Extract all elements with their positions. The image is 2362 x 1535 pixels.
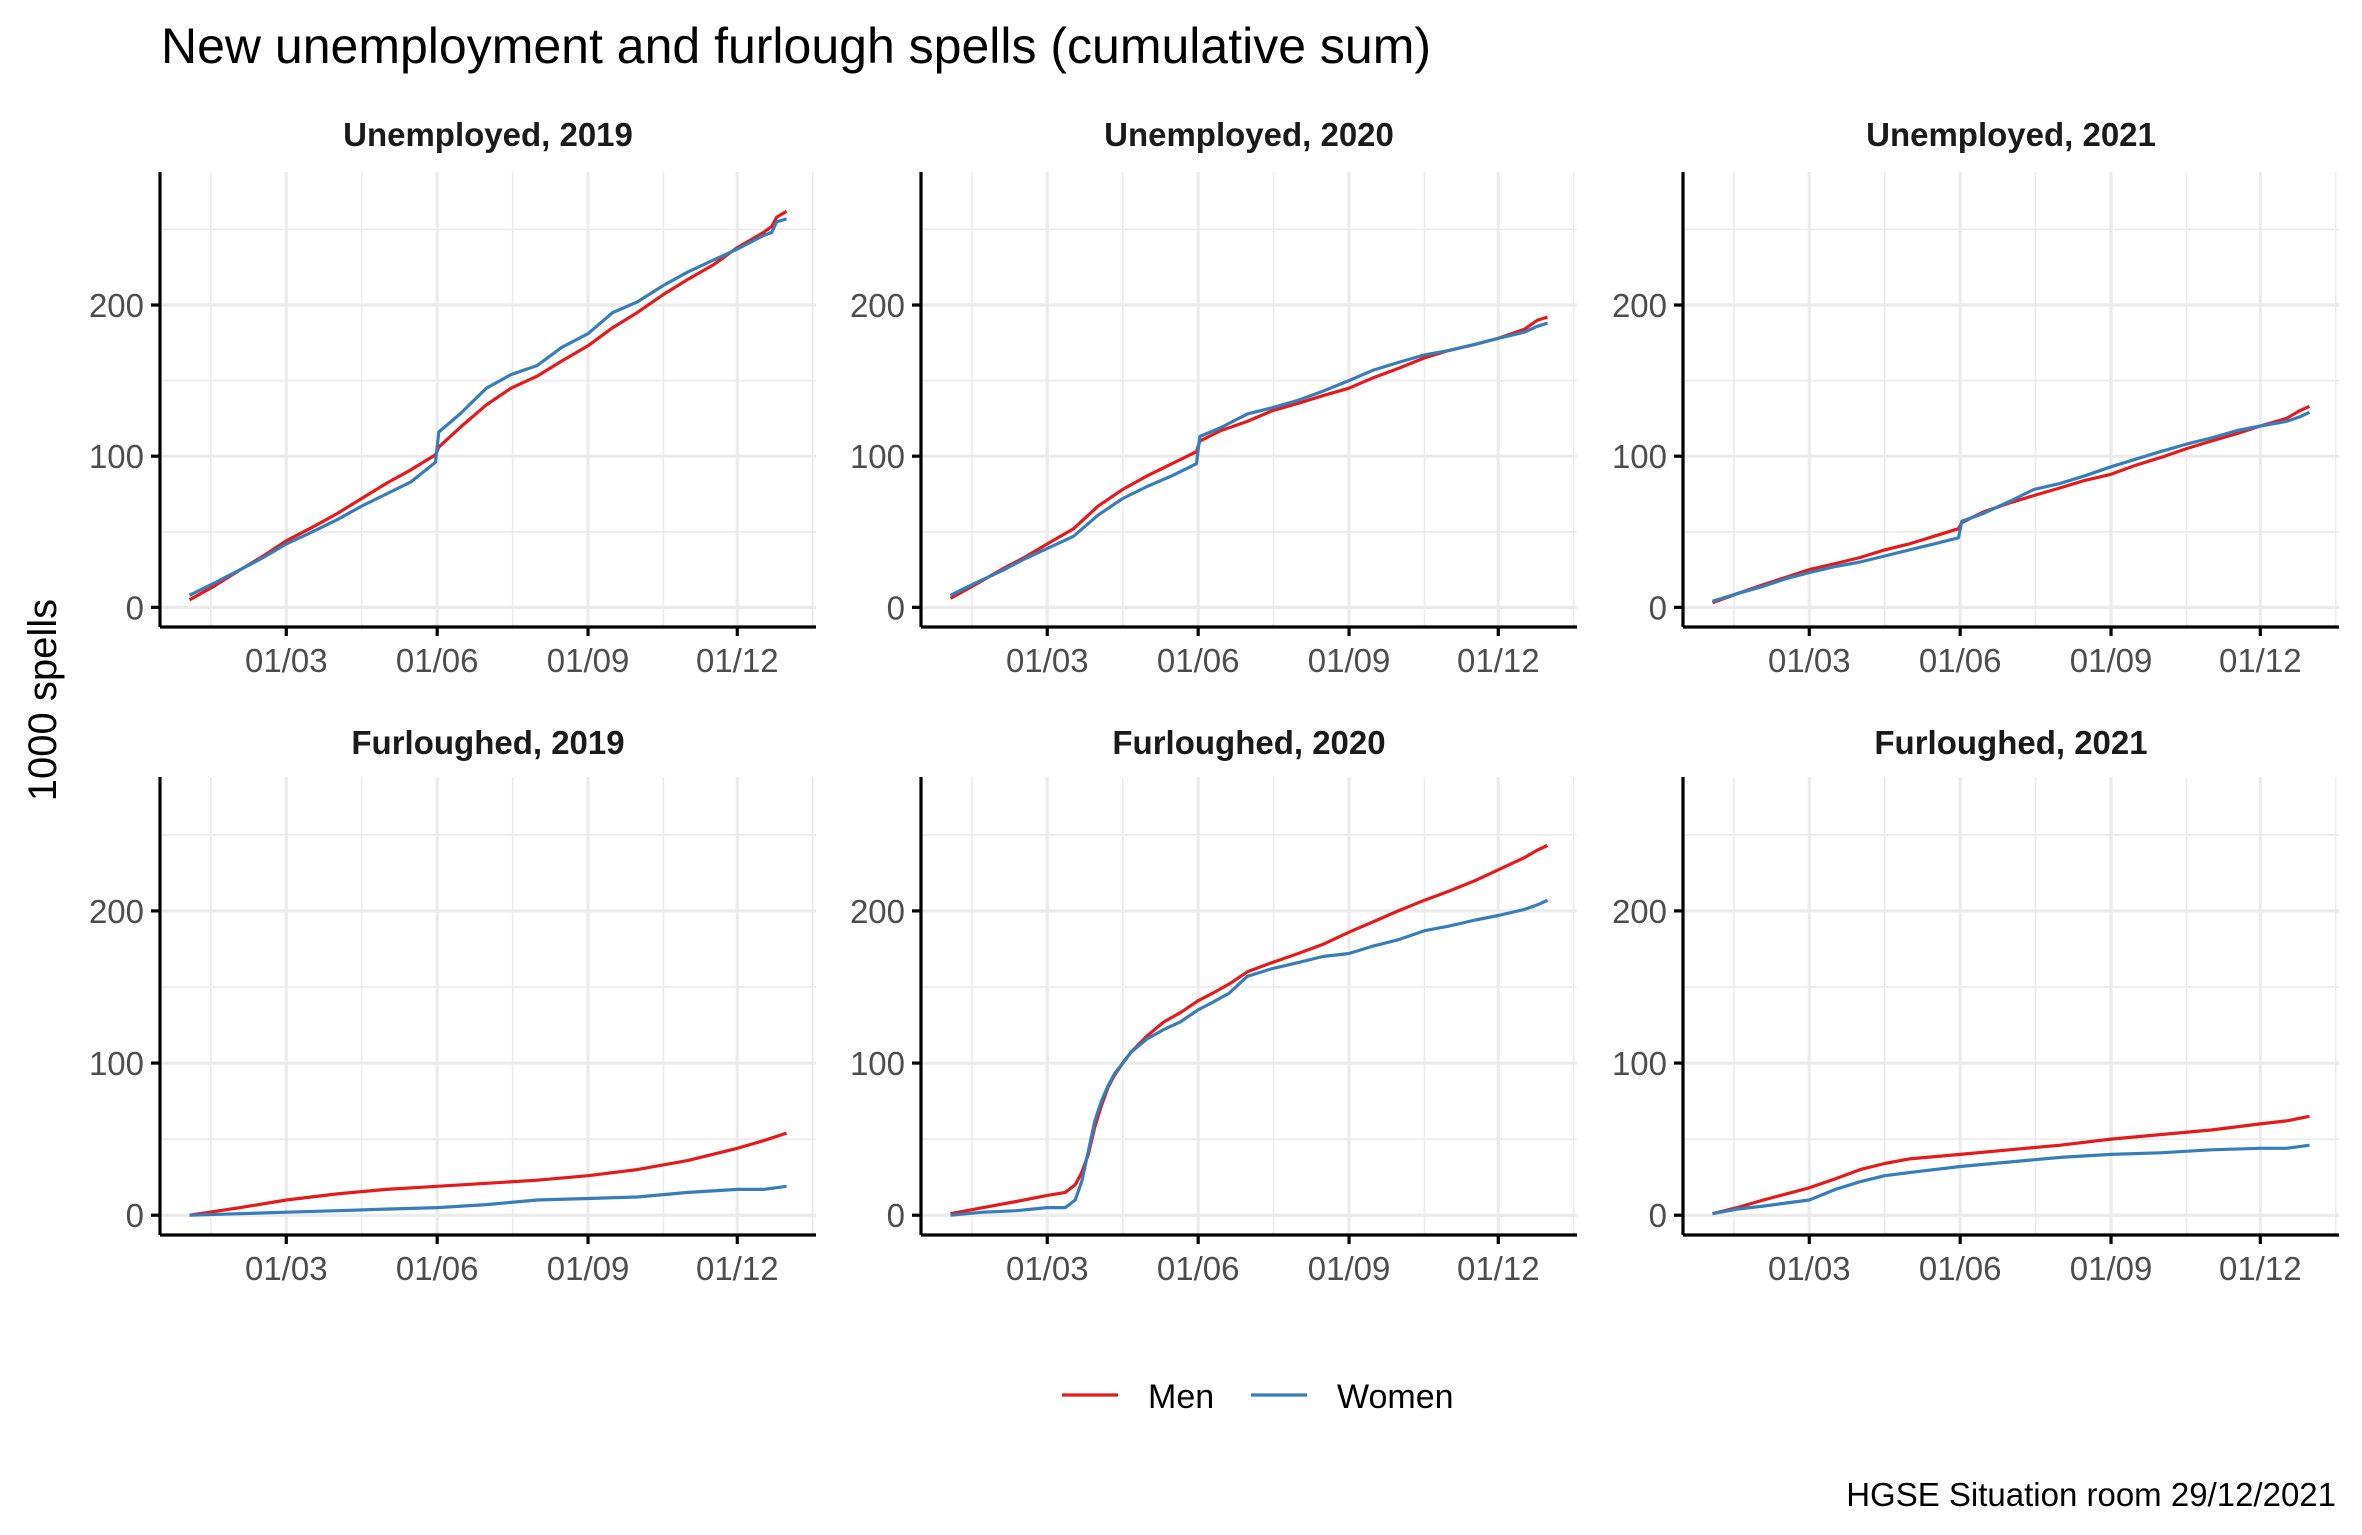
series-line-men — [189, 1131, 788, 1217]
y-tick-label: 0 — [1649, 589, 1667, 626]
y-tick-label: 100 — [850, 438, 905, 475]
x-tick-label: 01/03 — [1768, 642, 1851, 679]
y-axis-title: 1000 spells — [21, 599, 65, 801]
y-tick-label: 200 — [1612, 893, 1667, 930]
x-tick-label: 01/09 — [2070, 1250, 2153, 1287]
y-tick-label: 200 — [1612, 287, 1667, 324]
y-tick-label: 0 — [1649, 1197, 1667, 1234]
panel-unemployed-2021: Unemployed, 2021 0 100 200 01/03 01/06 01/09 01… — [1612, 116, 2339, 679]
series-line-women — [188, 217, 787, 597]
x-tick-label: 01/12 — [1457, 642, 1540, 679]
y-tick-label: 100 — [1612, 1045, 1667, 1082]
x-tick-label: 01/06 — [1919, 1250, 2002, 1287]
y-tick-label: 200 — [89, 893, 144, 930]
caption: HGSE Situation room 29/12/2021 — [1846, 1476, 2336, 1513]
series-line-men — [188, 209, 788, 602]
panel-furloughed-2020: Furloughed, 2020 0 100 200 01/03 01/06 01/09 01… — [850, 724, 1577, 1287]
legend: Men Women — [1062, 1378, 1454, 1416]
y-tick-label: 100 — [850, 1045, 905, 1082]
panel-title: Furloughed, 2020 — [1112, 724, 1385, 761]
panel-title: Unemployed, 2020 — [1104, 116, 1394, 153]
y-tick-label: 0 — [126, 589, 144, 626]
x-tick-label: 01/03 — [245, 1250, 328, 1287]
x-tick-label: 01/03 — [1006, 642, 1089, 679]
series-line-women — [1712, 1143, 2310, 1216]
series-line-women — [1712, 410, 2311, 603]
series-line-women — [189, 1184, 787, 1217]
y-tick-label: 100 — [1612, 438, 1667, 475]
series-line-women — [950, 898, 1549, 1217]
panel-unemployed-2020: Unemployed, 2020 0 100 200 01/03 01/06 01/09 01… — [850, 116, 1577, 679]
legend-label-men: Men — [1148, 1378, 1214, 1416]
y-tick-label: 200 — [850, 287, 905, 324]
panel-furloughed-2019: Furloughed, 2019 0 100 200 01/03 01/06 01/09 01… — [89, 724, 816, 1287]
x-tick-label: 01/09 — [547, 642, 630, 679]
panel-furloughed-2021: Furloughed, 2021 0 100 200 01/03 01/06 01/09 01… — [1612, 724, 2339, 1287]
y-tick-label: 100 — [89, 1045, 144, 1082]
panel-title: Furloughed, 2021 — [1874, 724, 2147, 761]
x-tick-label: 01/09 — [1308, 642, 1391, 679]
y-tick-label: 0 — [887, 589, 905, 626]
x-tick-label: 01/06 — [1157, 1250, 1240, 1287]
x-tick-label: 01/09 — [2070, 642, 2153, 679]
series-line-men — [1712, 1114, 2310, 1216]
series-line-men — [950, 844, 1549, 1216]
y-tick-label: 0 — [887, 1197, 905, 1234]
y-tick-label: 100 — [89, 438, 144, 475]
panel-title: Furloughed, 2019 — [351, 724, 624, 761]
series-line-women — [949, 321, 1548, 597]
x-tick-label: 01/12 — [696, 1250, 779, 1287]
panel-title: Unemployed, 2021 — [1866, 116, 2156, 153]
y-tick-label: 200 — [850, 893, 905, 930]
x-tick-label: 01/03 — [1768, 1250, 1851, 1287]
y-tick-label: 200 — [89, 287, 144, 324]
panel-title: Unemployed, 2019 — [343, 116, 633, 153]
x-tick-label: 01/09 — [547, 1250, 630, 1287]
chart-title: New unemployment and furlough spells (cu… — [161, 18, 1431, 74]
x-tick-label: 01/09 — [1308, 1250, 1391, 1287]
x-tick-label: 01/12 — [2219, 1250, 2302, 1287]
x-tick-label: 01/06 — [396, 642, 479, 679]
y-tick-label: 0 — [126, 1197, 144, 1234]
x-tick-label: 01/12 — [696, 642, 779, 679]
x-tick-label: 01/06 — [396, 1250, 479, 1287]
x-tick-label: 01/03 — [1006, 1250, 1089, 1287]
panel-unemployed-2019: Unemployed, 2019 0 100 200 01/03 01/06 01/09 01… — [89, 116, 816, 679]
x-tick-label: 01/06 — [1919, 642, 2002, 679]
x-tick-label: 01/03 — [245, 642, 328, 679]
x-tick-label: 01/06 — [1157, 642, 1240, 679]
x-tick-label: 01/12 — [2219, 642, 2302, 679]
x-tick-label: 01/12 — [1457, 1250, 1540, 1287]
legend-label-women: Women — [1337, 1378, 1454, 1416]
